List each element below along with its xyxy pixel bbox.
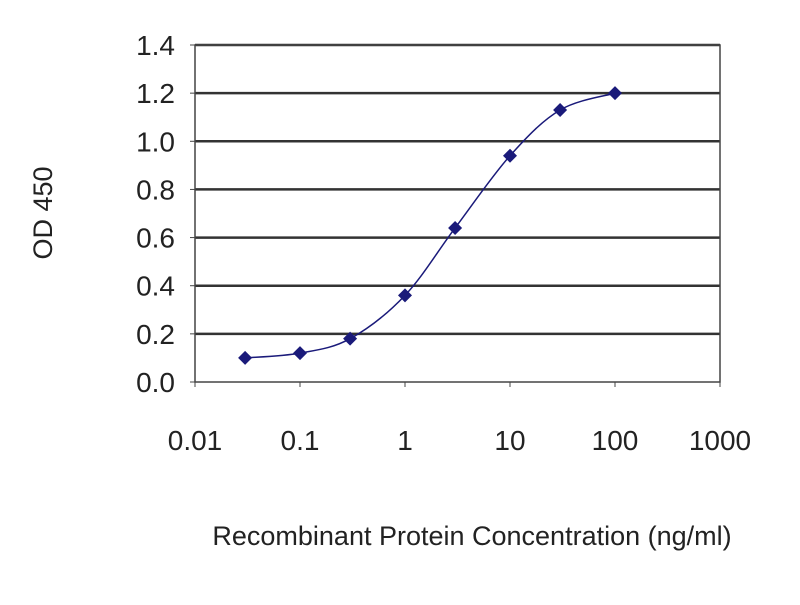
y-axis-label: OD 450 bbox=[28, 166, 58, 259]
y-tick-label: 1.4 bbox=[136, 30, 175, 61]
series-line bbox=[245, 92, 616, 359]
grid-lines bbox=[195, 43, 720, 336]
x-tick-label: 100 bbox=[592, 425, 639, 456]
x-axis-label: Recombinant Protein Concentration (ng/ml… bbox=[212, 521, 731, 551]
x-tick-label: 0.01 bbox=[168, 425, 223, 456]
data-point bbox=[238, 350, 253, 365]
data-point bbox=[293, 346, 307, 361]
data-point bbox=[503, 148, 517, 163]
data-point bbox=[398, 288, 412, 303]
x-tick-label: 0.1 bbox=[281, 425, 320, 456]
y-tick-label: 0.8 bbox=[136, 174, 175, 205]
x-tick-label: 1 bbox=[397, 425, 413, 456]
data-point bbox=[343, 331, 358, 346]
data-point bbox=[448, 220, 463, 235]
data-point bbox=[608, 86, 622, 101]
x-tick-label: 10 bbox=[494, 425, 525, 456]
y-tick-label: 0.4 bbox=[136, 271, 175, 302]
y-tick-label: 1.0 bbox=[136, 126, 175, 157]
data-point bbox=[553, 102, 568, 117]
y-tick-label: 0.0 bbox=[136, 367, 175, 398]
x-tick-label: 1000 bbox=[689, 425, 751, 456]
y-tick-label: 1.2 bbox=[136, 78, 175, 109]
plot-area bbox=[194, 44, 721, 383]
x-axis-ticks: 0.01 0.1 1 10 100 1000 bbox=[168, 382, 751, 456]
y-tick-label: 0.2 bbox=[136, 319, 175, 350]
series bbox=[238, 86, 622, 365]
y-axis-ticks: 0.0 0.2 0.4 0.6 0.8 1.0 1.2 1.4 bbox=[136, 30, 195, 398]
y-tick-label: 0.6 bbox=[136, 223, 175, 254]
